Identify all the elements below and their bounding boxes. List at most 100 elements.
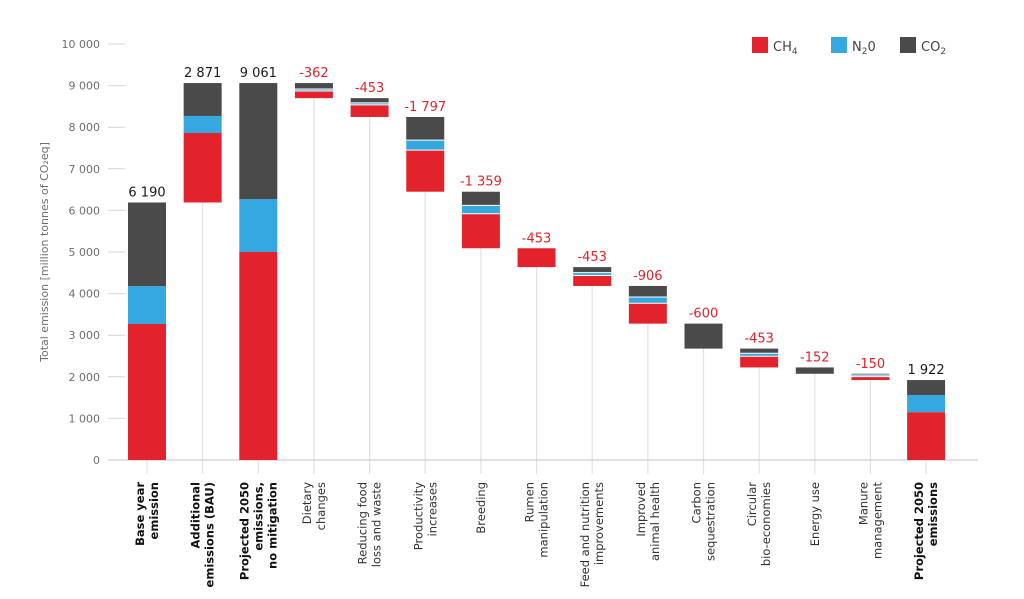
category-label: Productivity bbox=[411, 482, 425, 550]
category-label: emissions, bbox=[251, 482, 265, 551]
bar-11: -453 bbox=[740, 332, 779, 368]
category-label: bio-economies bbox=[759, 482, 773, 566]
bar-segment-ch4 bbox=[740, 356, 779, 368]
bar-segment-co2 bbox=[239, 83, 278, 200]
bar-value-label: -906 bbox=[633, 269, 663, 284]
legend-swatch bbox=[831, 37, 847, 53]
category-label: Carbon bbox=[690, 482, 704, 523]
bar-segment-n2o bbox=[350, 102, 389, 105]
bar-segment-ch4 bbox=[851, 376, 890, 381]
category-label: Energy use bbox=[808, 482, 822, 546]
bar-segment-co2 bbox=[294, 83, 333, 89]
bar-segment-n2o bbox=[294, 88, 333, 92]
bar-segment-ch4 bbox=[517, 248, 556, 268]
legend-swatch bbox=[752, 37, 768, 53]
bars: 6 190 2 871 9 061 -362 -453 -1 797 -1 359 -453 -… bbox=[128, 66, 946, 460]
bar-segment-co2 bbox=[573, 267, 612, 273]
bar-6: -1 359 bbox=[460, 175, 502, 249]
category-label: changes bbox=[314, 482, 328, 530]
bar-segment-co2 bbox=[795, 367, 834, 374]
category-label: Projected 2050 bbox=[237, 482, 251, 580]
bar-segment-co2 bbox=[907, 380, 946, 396]
bar-value-label: -453 bbox=[355, 81, 385, 96]
bar-segment-co2 bbox=[461, 191, 500, 206]
bar-segment-ch4 bbox=[461, 213, 500, 249]
y-tick-label: 9 000 bbox=[69, 80, 101, 93]
legend-item-co2: CO2 bbox=[900, 37, 946, 57]
bar-7: -453 bbox=[517, 231, 556, 268]
category-label: emissions bbox=[926, 482, 940, 546]
bar-segment-ch4 bbox=[406, 150, 445, 192]
bar-segment-ch4 bbox=[907, 412, 946, 460]
category-label: Manure bbox=[856, 482, 870, 525]
bar-value-label: -362 bbox=[299, 66, 329, 81]
bar-value-label: -152 bbox=[800, 350, 830, 365]
bar-segment-n2o bbox=[573, 272, 612, 276]
bar-segment-n2o bbox=[461, 205, 500, 214]
legend-label: CO2 bbox=[921, 40, 946, 57]
bar-2: 9 061 bbox=[239, 66, 278, 460]
bar-5: -1 797 bbox=[404, 100, 446, 192]
y-tick-label: 10 000 bbox=[62, 38, 101, 51]
bar-1: 2 871 bbox=[183, 66, 222, 203]
category-label: Dietary bbox=[300, 482, 314, 524]
y-axis: 0 1 000 2 000 3 000 4 000 5 000 6 000 7 000 8 00… bbox=[62, 38, 125, 467]
category-label: management bbox=[870, 482, 884, 560]
bar-value-label: -150 bbox=[856, 357, 886, 372]
bar-segment-ch4 bbox=[294, 91, 333, 99]
bar-segment-ch4 bbox=[350, 104, 389, 117]
category-label: emissions (BAU) bbox=[203, 482, 217, 587]
bar-8: -453 bbox=[573, 250, 612, 286]
bar-segment-n2o bbox=[128, 286, 166, 324]
y-tick-label: 4 000 bbox=[69, 288, 101, 301]
bar-segment-ch4 bbox=[183, 133, 222, 203]
y-tick-label: 5 000 bbox=[69, 246, 101, 259]
bar-segment-co2 bbox=[350, 98, 389, 103]
bar-10: -600 bbox=[684, 307, 723, 349]
bar-segment-ch4 bbox=[573, 275, 612, 286]
bar-segment-n2o bbox=[406, 140, 445, 151]
y-tick-label: 8 000 bbox=[69, 121, 101, 134]
bar-14: 1 922 bbox=[907, 363, 946, 460]
bar-value-label: 9 061 bbox=[240, 66, 277, 81]
legend: CH4 N20 CO2 bbox=[752, 37, 946, 57]
legend-label: CH4 bbox=[773, 40, 798, 57]
bar-0: 6 190 bbox=[128, 185, 166, 460]
bar-segment-co2 bbox=[406, 116, 445, 141]
bar-value-label: -1 797 bbox=[404, 100, 446, 115]
bar-segment-co2 bbox=[684, 323, 723, 349]
bar-segment-co2 bbox=[628, 285, 667, 298]
legend-item-ch4: CH4 bbox=[752, 37, 798, 57]
bar-segment-n2o bbox=[628, 297, 667, 304]
category-label: improvements bbox=[592, 482, 606, 565]
y-axis-title: Total emission [million tonnes of CO₂eq] bbox=[38, 142, 51, 363]
bar-value-label: -1 359 bbox=[460, 175, 502, 190]
category-label: Additional bbox=[189, 482, 203, 549]
bar-segment-ch4 bbox=[628, 303, 667, 324]
category-label: Improved bbox=[634, 482, 648, 537]
category-label: loss and waste bbox=[370, 482, 384, 567]
bar-segment-n2o bbox=[907, 395, 946, 413]
bar-9: -906 bbox=[628, 269, 667, 324]
bar-value-label: 6 190 bbox=[128, 185, 165, 200]
bar-segment-n2o bbox=[239, 199, 278, 252]
bar-value-label: -453 bbox=[577, 250, 607, 265]
category-label: animal health bbox=[648, 482, 662, 561]
category-label: Breeding bbox=[474, 482, 488, 534]
bar-12: -152 bbox=[795, 350, 834, 374]
bar-value-label: 1 922 bbox=[907, 363, 944, 378]
category-label: manipulation bbox=[537, 482, 551, 558]
bar-value-label: -453 bbox=[744, 332, 774, 347]
bar-segment-ch4 bbox=[239, 252, 278, 460]
bar-segment-n2o bbox=[851, 375, 890, 377]
category-label: emission bbox=[147, 482, 161, 539]
category-label: sequestration bbox=[704, 482, 718, 561]
bar-segment-n2o bbox=[740, 353, 779, 357]
bar-segment-co2 bbox=[128, 202, 166, 287]
bar-13: -150 bbox=[851, 357, 890, 381]
y-tick-label: 6 000 bbox=[69, 204, 101, 217]
y-tick-label: 0 bbox=[93, 454, 100, 467]
bar-segment-co2 bbox=[740, 348, 779, 354]
bar-segment-ch4 bbox=[128, 323, 166, 460]
